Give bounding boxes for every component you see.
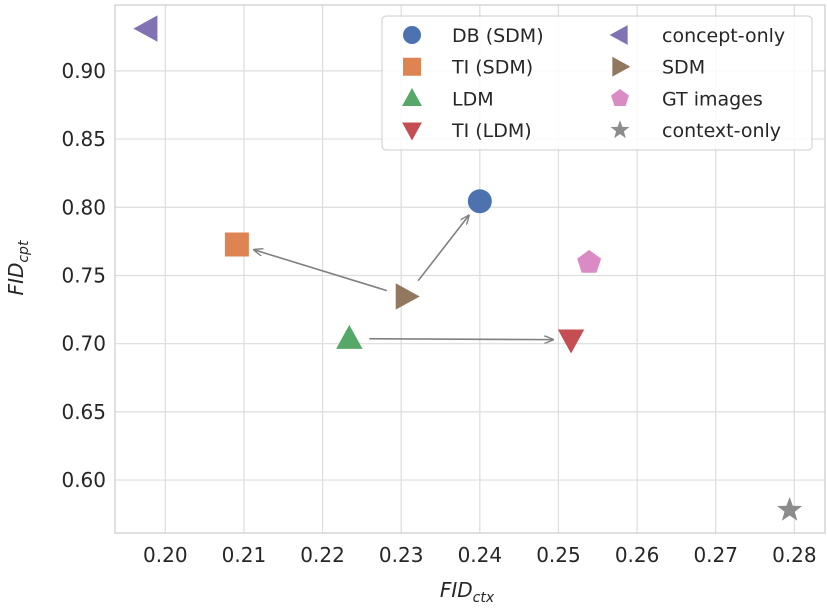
x-tick-label: 0.24 xyxy=(458,543,503,567)
legend-marker xyxy=(403,57,421,76)
point-gt-images xyxy=(577,249,602,273)
legend-marker xyxy=(612,56,631,77)
legend-marker xyxy=(609,25,628,45)
plot-frame xyxy=(114,4,826,534)
point-concept-only xyxy=(133,15,158,42)
legend-label: GT images xyxy=(662,88,763,110)
legend-marker xyxy=(402,122,422,141)
arrow xyxy=(369,339,553,340)
y-tick-label: 0.70 xyxy=(61,332,106,356)
arrow xyxy=(417,215,469,282)
x-axis-ticks: 0.20 0.21 0.22 0.23 0.24 0.25 0.26 0.27 0.28 xyxy=(143,543,817,567)
x-tick-label: 0.20 xyxy=(143,543,188,567)
y-tick-label: 0.75 xyxy=(61,263,106,287)
point-db-sdm xyxy=(467,189,492,214)
x-tick-label: 0.21 xyxy=(222,543,267,567)
x-tick-label: 0.26 xyxy=(615,543,660,567)
point-context-only xyxy=(777,496,803,521)
y-axis-ticks: 0.60 0.65 0.70 0.75 0.80 0.85 0.90 xyxy=(61,59,106,492)
y-axis-label: FIDcpt xyxy=(4,240,32,295)
point-ldm xyxy=(336,324,363,349)
legend-label: SDM xyxy=(662,57,705,79)
y-tick-label: 0.85 xyxy=(61,127,106,151)
legend-label: TI (LDM) xyxy=(451,120,532,142)
data-points xyxy=(133,15,803,521)
legend-marker xyxy=(402,88,422,107)
y-tick-label: 0.60 xyxy=(61,468,106,492)
legend-label: TI (SDM) xyxy=(451,57,533,79)
arrow xyxy=(254,250,388,292)
legend-marker xyxy=(610,120,630,139)
x-tick-label: 0.22 xyxy=(300,543,345,567)
x-tick-label: 0.23 xyxy=(379,543,424,567)
point-ti-sdm xyxy=(224,232,249,257)
x-tick-label: 0.25 xyxy=(536,543,581,567)
arrows xyxy=(254,215,553,339)
legend-marker xyxy=(403,26,421,44)
legend-label: context-only xyxy=(662,120,781,142)
legend-marker xyxy=(611,88,629,107)
y-tick-label: 0.90 xyxy=(61,59,106,83)
point-sdm xyxy=(395,283,420,310)
y-tick-label: 0.80 xyxy=(61,195,106,219)
legend-label: LDM xyxy=(452,88,494,110)
legend-label: concept-only xyxy=(662,25,785,47)
legend: DB (SDM) TI (SDM) LDM TI (LDM) concept-only S… xyxy=(381,15,813,151)
x-axis-label: FIDctx xyxy=(440,578,495,606)
x-tick-label: 0.28 xyxy=(772,543,817,567)
x-tick-label: 0.27 xyxy=(693,543,738,567)
legend-label: DB (SDM) xyxy=(452,25,544,47)
point-ti-ldm xyxy=(557,329,585,354)
y-tick-label: 0.65 xyxy=(61,400,106,424)
